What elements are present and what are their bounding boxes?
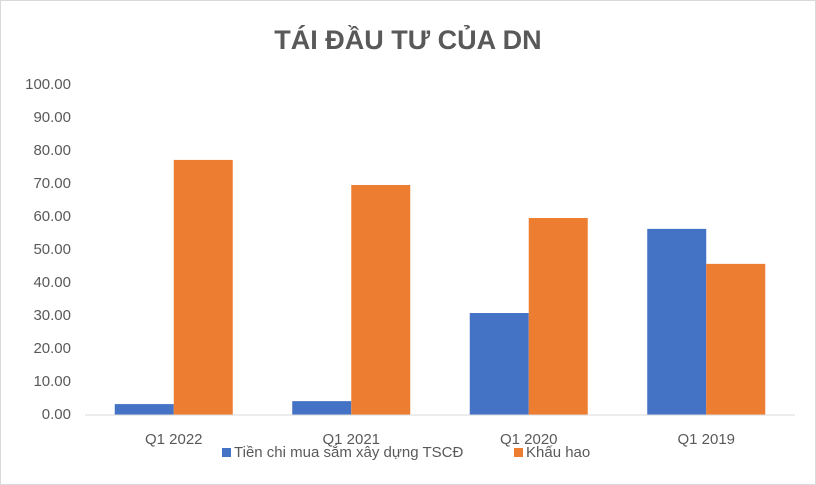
x-tick-label: Q1 2021 [322,431,380,448]
y-tick-label: 40.00 [33,274,71,291]
legend-label: Tiền chi mua sắm xây dựng TSCĐ [234,444,463,461]
y-tick-label: 30.00 [33,307,71,324]
y-tick-label: 10.00 [33,373,71,390]
y-tick-label: 80.00 [33,142,71,159]
bar [292,401,352,415]
bar [114,404,174,415]
legend-label: Khấu hao [526,444,590,461]
y-tick-label: 100.00 [25,76,71,93]
bar [469,313,529,415]
chart-title: TÁI ĐẦU TƯ CỦA DN [274,23,541,55]
bar [528,217,588,415]
legend-swatch [222,448,231,457]
y-tick-label: 90.00 [33,109,71,126]
y-tick-label: 0.00 [42,406,71,423]
y-tick-label: 20.00 [33,340,71,357]
bar [173,159,233,415]
bar [706,263,766,415]
y-tick-label: 60.00 [33,208,71,225]
y-tick-label: 70.00 [33,175,71,192]
legend-swatch [514,448,523,457]
y-tick-label: 50.00 [33,241,71,258]
x-tick-label: Q1 2019 [677,431,735,448]
x-tick-label: Q1 2022 [145,431,203,448]
x-tick-label: Q1 2020 [500,431,558,448]
bar [351,184,411,415]
bar [647,228,707,415]
